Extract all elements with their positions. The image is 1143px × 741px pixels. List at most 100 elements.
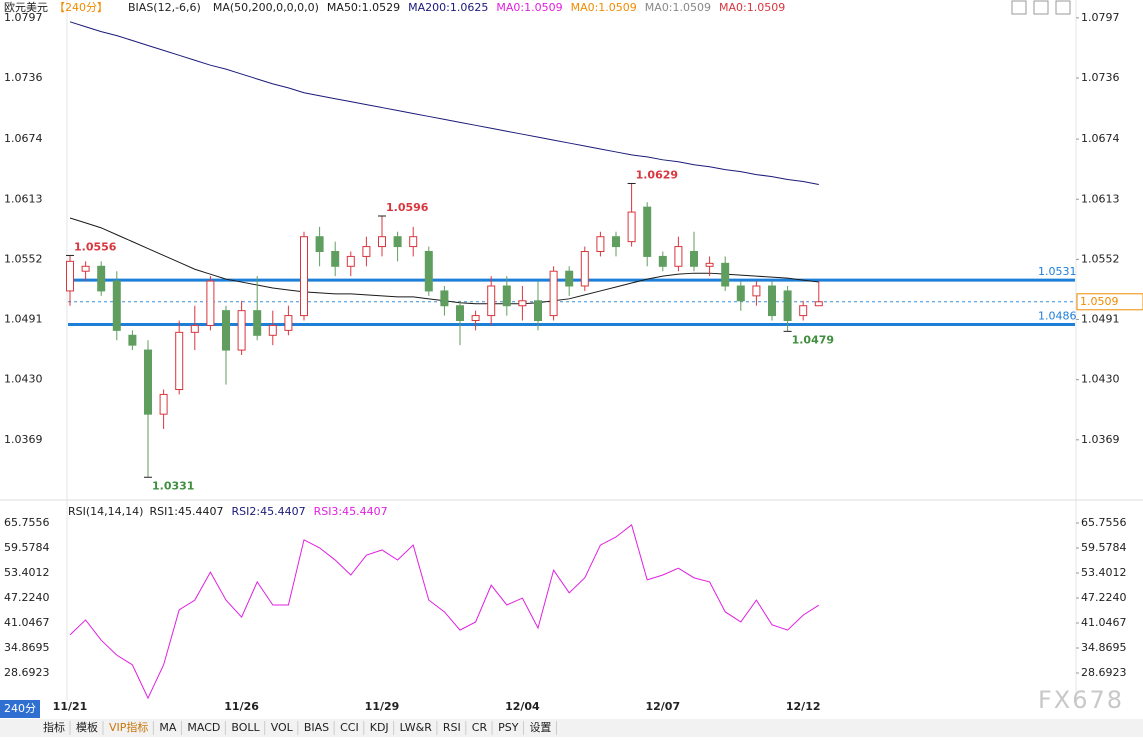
- toolbar-tab[interactable]: KDJ: [370, 721, 395, 735]
- candle-body: [393, 236, 402, 248]
- tab-label[interactable]: 模板: [76, 720, 98, 734]
- button[interactable]: [1033, 0, 1049, 15]
- candle-body: [331, 251, 340, 267]
- last-price-label: 1.0509: [1080, 295, 1119, 308]
- legend-entry: RSI2:45.4407: [232, 505, 306, 518]
- tab-label[interactable]: 设置: [529, 721, 551, 734]
- tab-label[interactable]: 指标: [43, 720, 65, 734]
- tab-label[interactable]: BOLL: [231, 721, 260, 734]
- candle-body: [565, 270, 574, 287]
- button[interactable]: [1011, 0, 1027, 15]
- y-tick-label: 1.0369: [4, 433, 43, 446]
- candle-body: [752, 285, 761, 297]
- candle-body: [471, 315, 480, 322]
- y-tick-label: 1.0736: [1081, 71, 1120, 84]
- y-tick-label: 47.2240: [4, 591, 50, 604]
- toolbar-tab[interactable]: CCI: [340, 721, 365, 735]
- candle-body: [736, 285, 745, 302]
- header-text: MA0:1.0509: [571, 1, 637, 14]
- y-tick-label: 53.4012: [1081, 566, 1127, 579]
- annotation: 1.0629: [636, 168, 678, 181]
- tab-label[interactable]: VOL: [271, 721, 294, 734]
- legend-entry: RSI1:45.4407: [149, 505, 223, 518]
- tab-label[interactable]: PSY: [498, 721, 519, 734]
- candle-body: [549, 270, 558, 317]
- y-tick-label: 41.0467: [1081, 616, 1127, 629]
- toolbar-tab[interactable]: PSY: [498, 721, 524, 735]
- toolbar-tab[interactable]: 指标: [43, 720, 71, 735]
- panel-title: RSI(14,14,14): [68, 505, 143, 518]
- toolbar-tab[interactable]: BIAS: [304, 721, 335, 735]
- candle-body: [783, 290, 792, 322]
- tab-label[interactable]: VIP指标: [109, 720, 148, 734]
- candle-body: [144, 349, 152, 415]
- tab-label[interactable]: MACD: [187, 721, 220, 734]
- y-tick-label: 28.6923: [1081, 666, 1127, 679]
- candle-body: [190, 324, 199, 333]
- candle-body: [81, 265, 90, 272]
- header-text: MA0:1.0509: [645, 1, 711, 14]
- toolbar-tab[interactable]: MACD: [187, 721, 226, 735]
- toolbar-tab[interactable]: 模板: [76, 720, 104, 735]
- y-tick-label: 28.6923: [4, 666, 50, 679]
- toolbar-tab[interactable]: VOL: [271, 721, 299, 735]
- tab-label[interactable]: KDJ: [370, 721, 389, 734]
- toolbar-tab[interactable]: LW&R: [400, 721, 438, 735]
- candle-body: [799, 305, 808, 317]
- candle-body: [690, 251, 698, 267]
- annotation: 1.0331: [152, 479, 194, 492]
- y-tick-label: 1.0797: [4, 11, 43, 24]
- tab-label[interactable]: CCI: [340, 721, 359, 734]
- y-tick-label: 1.0430: [1081, 373, 1120, 386]
- candle-body: [97, 265, 106, 292]
- rsi-line: [69, 523, 820, 700]
- toolbar-tab[interactable]: CR: [472, 721, 493, 735]
- period-label: 240分: [4, 702, 36, 715]
- y-tick-label: 47.2240: [1081, 591, 1127, 604]
- x-tick-label: 12/07: [645, 700, 680, 713]
- candle-body: [580, 251, 589, 287]
- candle-body: [487, 285, 496, 317]
- toolbar-tab[interactable]: BOLL: [231, 721, 266, 735]
- header-text: MA200:1.0625: [408, 1, 488, 14]
- candle-body: [643, 206, 652, 257]
- level-label: 1.0486: [1038, 309, 1077, 322]
- button[interactable]: [1055, 0, 1071, 15]
- y-tick-label: 1.0491: [4, 313, 43, 326]
- y-tick-label: 53.4012: [4, 566, 50, 579]
- header-text: 【240分】: [54, 1, 108, 14]
- candle-body: [112, 280, 121, 331]
- candle-body: [768, 285, 776, 317]
- window-buttons: [1011, 0, 1071, 15]
- y-tick-label: 59.5784: [4, 541, 50, 554]
- y-tick-label: 1.0613: [4, 192, 43, 205]
- tab-label[interactable]: LW&R: [400, 721, 433, 734]
- candle-body: [362, 246, 371, 257]
- candle-body: [502, 285, 511, 307]
- candle-body: [346, 255, 355, 267]
- x-tick-label: 12/12: [786, 700, 821, 713]
- toolbar-tab[interactable]: VIP指标: [109, 720, 154, 735]
- tab-label[interactable]: RSI: [443, 721, 461, 734]
- toolbar-tab[interactable]: 设置: [529, 721, 557, 735]
- candle-body: [674, 246, 683, 267]
- candle-body: [409, 236, 418, 248]
- x-tick-label: 11/29: [365, 700, 400, 713]
- annotation: 1.0556: [74, 240, 117, 253]
- toolbar-tab[interactable]: RSI: [443, 721, 467, 735]
- candle-body: [66, 260, 74, 292]
- candle-body: [175, 331, 184, 391]
- tab-label[interactable]: MA: [159, 721, 176, 734]
- toolbar-tab[interactable]: MA: [159, 721, 182, 735]
- candle-body: [159, 393, 168, 415]
- y-tick-label: 1.0491: [1081, 313, 1120, 326]
- tab-label[interactable]: CR: [472, 721, 488, 734]
- watermark: FX678: [1038, 686, 1124, 714]
- candle-body: [534, 300, 542, 322]
- y-tick-label: 1.0736: [4, 71, 43, 84]
- y-tick-label: 34.8695: [4, 641, 50, 654]
- annotation: 1.0596: [386, 201, 429, 214]
- legend-entry: RSI3:45.4407: [314, 505, 388, 518]
- tab-label[interactable]: BIAS: [304, 721, 329, 734]
